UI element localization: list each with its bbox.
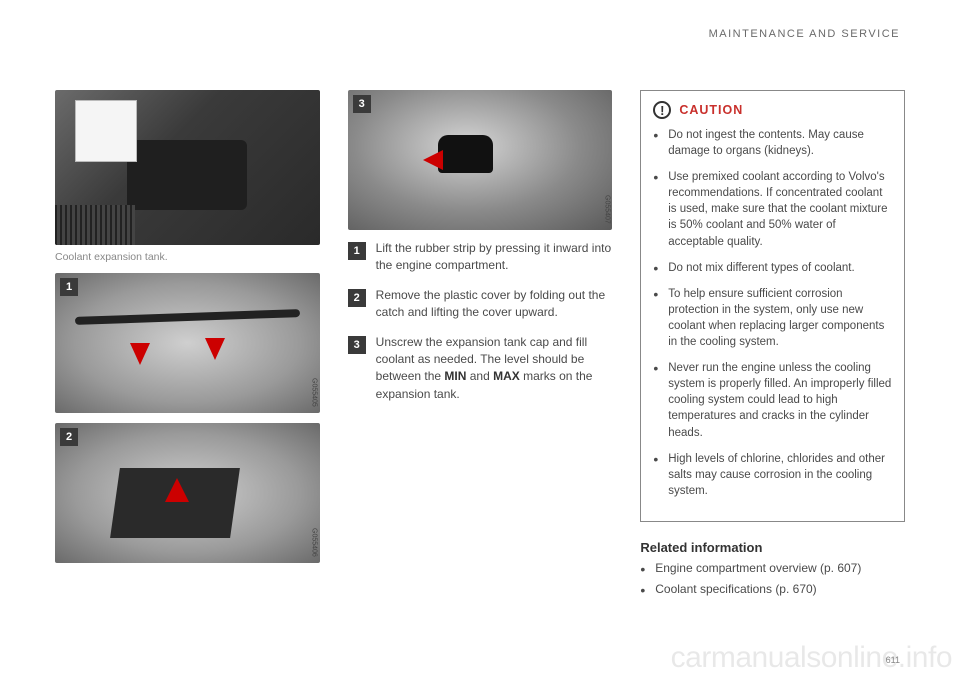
- step-badge: 1: [60, 278, 78, 296]
- step-text: Unscrew the expansion tank cap and fill …: [376, 334, 613, 404]
- min-label: MIN: [444, 369, 466, 383]
- section-header: MAINTENANCE AND SERVICE: [709, 28, 900, 40]
- rubber-strip-graphic: [75, 309, 300, 325]
- related-item: Coolant specifications (p. 670): [640, 582, 905, 597]
- step-text-part: and: [466, 369, 493, 383]
- arrow-down-icon: [205, 338, 225, 360]
- grille-graphic: [55, 205, 135, 245]
- step-number: 3: [348, 336, 366, 354]
- arrow-up-icon: [165, 478, 189, 502]
- step-number: 1: [348, 242, 366, 260]
- page-content: Coolant expansion tank. 1 G055405 2 G055…: [55, 90, 905, 647]
- caution-list: Do not ingest the contents. May cause da…: [653, 127, 892, 499]
- engine-block-graphic: [127, 140, 247, 210]
- related-list: Engine compartment overview (p. 607) Coo…: [640, 561, 905, 597]
- step-item: 2 Remove the plastic cover by folding ou…: [348, 287, 613, 322]
- caution-item: To help ensure sufficient corrosion prot…: [653, 286, 892, 350]
- caution-icon: !: [653, 101, 671, 119]
- column-middle: 3 G055407 1 Lift the rubber strip by pre…: [348, 90, 613, 647]
- figure-caption: Coolant expansion tank.: [55, 251, 320, 263]
- image-code: G055406: [311, 528, 318, 557]
- column-left: Coolant expansion tank. 1 G055405 2 G055…: [55, 90, 320, 647]
- step-number: 2: [348, 289, 366, 307]
- caution-item: Never run the engine unless the cooling …: [653, 360, 892, 440]
- figure-engine-bay: [55, 90, 320, 245]
- image-code: G055407: [603, 195, 610, 224]
- tank-cap-graphic: [438, 135, 493, 173]
- arrow-down-icon: [130, 343, 150, 365]
- arrow-left-icon: [423, 150, 443, 170]
- related-item: Engine compartment overview (p. 607): [640, 561, 905, 576]
- caution-item: Use premixed coolant according to Volvo'…: [653, 169, 892, 249]
- image-code: G055405: [311, 378, 318, 407]
- caution-item: Do not mix different types of coolant.: [653, 260, 892, 276]
- step-item: 1 Lift the rubber strip by pressing it i…: [348, 240, 613, 275]
- column-right: ! CAUTION Do not ingest the contents. Ma…: [640, 90, 905, 647]
- step-item: 3 Unscrew the expansion tank cap and fil…: [348, 334, 613, 404]
- caution-label: CAUTION: [679, 103, 743, 117]
- watermark: carmanualsonline.info: [671, 641, 952, 675]
- figure-step-2: 2 G055406: [55, 423, 320, 563]
- related-heading: Related information: [640, 540, 905, 555]
- caution-header: ! CAUTION: [653, 101, 892, 119]
- step-text: Lift the rubber strip by pressing it inw…: [376, 240, 613, 275]
- related-info: Related information Engine compartment o…: [640, 540, 905, 597]
- max-label: MAX: [493, 369, 520, 383]
- figure-step-3: 3 G055407: [348, 90, 613, 230]
- figure-step-1: 1 G055405: [55, 273, 320, 413]
- step-badge: 3: [353, 95, 371, 113]
- steps-list: 1 Lift the rubber strip by pressing it i…: [348, 240, 613, 403]
- caution-item: High levels of chlorine, chlorides and o…: [653, 451, 892, 499]
- step-text: Remove the plastic cover by folding out …: [376, 287, 613, 322]
- coolant-tank-callout: [80, 105, 130, 155]
- caution-item: Do not ingest the contents. May cause da…: [653, 127, 892, 159]
- caution-box: ! CAUTION Do not ingest the contents. Ma…: [640, 90, 905, 522]
- step-badge: 2: [60, 428, 78, 446]
